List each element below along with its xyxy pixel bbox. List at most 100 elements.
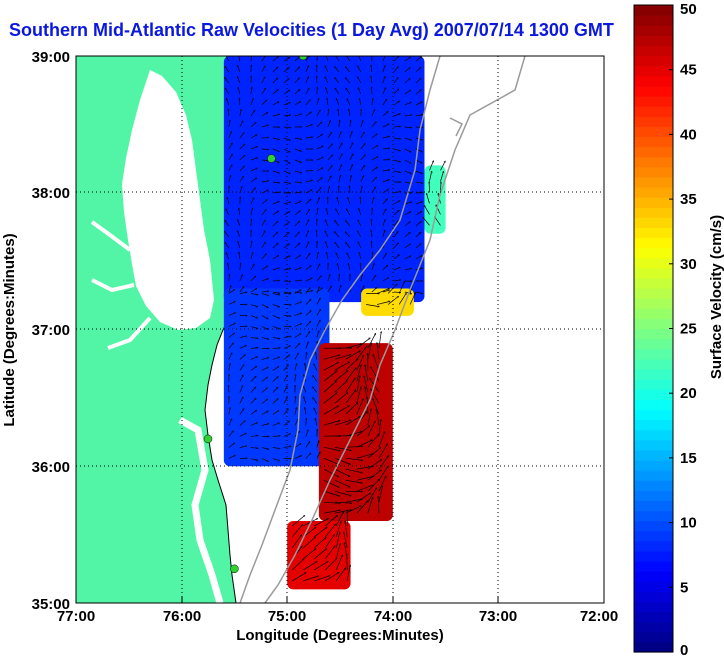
colorbar-band bbox=[634, 277, 673, 289]
velocity-vector bbox=[316, 298, 320, 305]
velocity-vector bbox=[371, 76, 372, 84]
velocity-vector bbox=[345, 457, 363, 460]
velocity-vector bbox=[347, 253, 351, 260]
velocity-vector bbox=[305, 278, 312, 282]
velocity-vector bbox=[323, 355, 340, 360]
velocity-vector bbox=[305, 137, 313, 139]
velocity-vector bbox=[393, 210, 399, 216]
velocity-vector bbox=[415, 170, 423, 173]
velocity-vector bbox=[376, 288, 389, 294]
colorbar-tick-label: 20 bbox=[680, 385, 697, 402]
velocity-vector bbox=[415, 90, 422, 95]
velocity-vector bbox=[424, 205, 430, 215]
velocity-vector bbox=[324, 546, 335, 560]
velocity-vector bbox=[334, 355, 351, 360]
velocity-vector bbox=[347, 99, 351, 106]
velocity-vector bbox=[356, 485, 373, 492]
colorbar-band bbox=[634, 581, 673, 592]
velocity-vector bbox=[239, 397, 243, 404]
velocity-vector bbox=[250, 326, 258, 328]
colorbar-band bbox=[634, 25, 673, 36]
velocity-vector bbox=[316, 208, 318, 216]
velocity-vector bbox=[239, 109, 241, 117]
colorbar-band bbox=[634, 621, 673, 633]
velocity-vector bbox=[382, 124, 389, 128]
velocity-vector bbox=[323, 393, 337, 404]
station-markers bbox=[203, 56, 308, 574]
velocity-vector bbox=[371, 263, 374, 271]
velocity-vector bbox=[373, 354, 380, 371]
velocity-vector bbox=[338, 154, 342, 161]
velocity-vector bbox=[261, 377, 268, 382]
velocity-vector bbox=[305, 231, 309, 238]
velocity-vector bbox=[360, 143, 365, 150]
velocity-vector bbox=[378, 476, 386, 492]
velocity-vector bbox=[283, 421, 290, 426]
velocity-vector bbox=[327, 286, 332, 293]
colorbar-band bbox=[634, 126, 673, 138]
velocity-vector bbox=[371, 65, 372, 73]
velocity-vector bbox=[305, 56, 310, 62]
velocity-vector bbox=[316, 441, 319, 448]
velocity-vector bbox=[229, 274, 230, 282]
velocity-vector bbox=[378, 444, 388, 459]
colorbar-band bbox=[634, 348, 673, 360]
velocity-vector bbox=[382, 230, 385, 238]
velocity-vector bbox=[272, 399, 278, 404]
velocity-vector bbox=[261, 411, 268, 415]
velocity-vector bbox=[305, 100, 311, 106]
velocity-vector bbox=[272, 170, 280, 173]
velocity-vector bbox=[366, 304, 379, 306]
velocity-vector bbox=[382, 170, 390, 172]
velocity-vector bbox=[314, 561, 328, 571]
velocity-vector bbox=[415, 181, 423, 183]
velocity-vector bbox=[239, 252, 240, 260]
velocity-vector bbox=[336, 253, 340, 260]
colorbar-band bbox=[634, 35, 673, 47]
colorbar-label: Surface Velocity (cm/s) bbox=[708, 215, 724, 379]
velocity-vector bbox=[226, 253, 230, 260]
velocity-vector bbox=[228, 455, 235, 459]
velocity-vector bbox=[415, 115, 423, 117]
velocity-vector bbox=[404, 222, 410, 227]
y-tick-label: 37:00 bbox=[32, 322, 70, 339]
velocity-vector bbox=[371, 275, 376, 282]
velocity-vector bbox=[323, 371, 337, 382]
velocity-vector bbox=[327, 252, 329, 260]
velocity-vector bbox=[305, 199, 311, 205]
velocity-vector bbox=[360, 155, 365, 161]
velocity-vector bbox=[272, 291, 280, 293]
velocity-vector bbox=[316, 98, 319, 106]
velocity-vector bbox=[250, 198, 254, 205]
colorbar-band bbox=[634, 227, 673, 239]
velocity-vector bbox=[371, 145, 378, 150]
velocity-vector bbox=[426, 193, 430, 204]
velocity-vector bbox=[326, 56, 329, 62]
velocity-vector bbox=[336, 98, 340, 106]
velocity-vector bbox=[404, 127, 412, 128]
velocity-vector bbox=[440, 182, 441, 193]
velocity-vector bbox=[272, 90, 278, 95]
velocity-vector bbox=[345, 344, 362, 349]
velocity-vector bbox=[283, 181, 291, 184]
velocity-vector bbox=[314, 576, 329, 582]
velocity-vector bbox=[228, 154, 233, 161]
velocity-vector bbox=[382, 265, 388, 271]
velocity-vector bbox=[356, 454, 373, 459]
velocity-vector bbox=[313, 549, 326, 560]
velocity-vector bbox=[345, 390, 356, 404]
colorbar-band bbox=[634, 288, 673, 299]
velocity-vector bbox=[365, 365, 369, 382]
velocity-vectors bbox=[225, 56, 446, 582]
velocity-vector bbox=[429, 171, 431, 182]
velocity-vector bbox=[283, 409, 289, 415]
velocity-vector bbox=[291, 535, 301, 549]
velocity-vector bbox=[250, 366, 257, 371]
velocity-vector bbox=[228, 407, 230, 415]
velocity-vector bbox=[382, 99, 387, 106]
velocity-vector bbox=[415, 291, 423, 294]
velocity-vector bbox=[326, 87, 329, 95]
velocity-vector bbox=[250, 423, 258, 426]
velocity-vector bbox=[250, 276, 256, 282]
velocity-vector bbox=[360, 176, 364, 183]
